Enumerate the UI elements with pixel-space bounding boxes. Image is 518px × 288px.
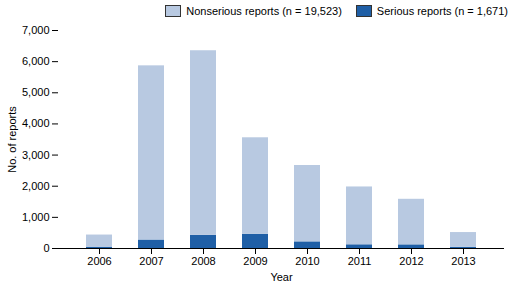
svg-text:2008: 2008 [191,255,215,267]
svg-text:5,000: 5,000 [22,86,50,98]
svg-text:2009: 2009 [243,255,267,267]
svg-text:6,000: 6,000 [22,55,50,67]
svg-text:2010: 2010 [295,255,319,267]
svg-text:2006: 2006 [87,255,111,267]
html-text:Nonserious reports (n = 19,523: Nonserious reports (n = 19,523) [186,5,342,17]
svg-text:0: 0 [43,242,49,254]
svg-text:2012: 2012 [399,255,423,267]
svg-text:No. of reports: No. of reports [6,106,18,173]
svg-text:2011: 2011 [348,255,372,267]
html-text:Serious reports (n = 1,671): Serious reports (n = 1,671) [376,5,508,17]
svg-text:2007: 2007 [139,255,163,267]
svg-text:2,000: 2,000 [22,180,50,192]
svg-text:4,000: 4,000 [22,117,50,129]
svg-text:Year: Year [270,271,293,283]
svg-text:3,000: 3,000 [22,149,50,161]
svg-text:7,000: 7,000 [22,24,50,36]
svg-text:2013: 2013 [451,255,475,267]
svg-text:1,000: 1,000 [22,211,50,223]
